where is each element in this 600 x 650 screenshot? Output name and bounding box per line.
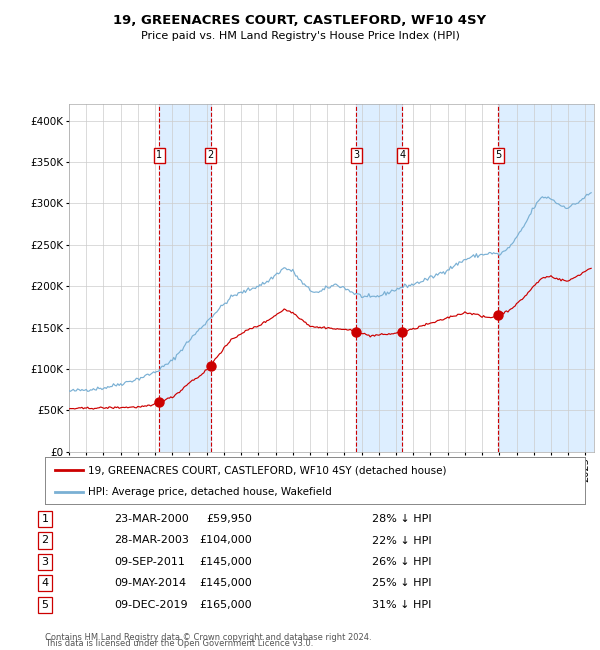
Text: £145,000: £145,000 [199, 557, 252, 567]
Text: 3: 3 [41, 557, 49, 567]
Text: 19, GREENACRES COURT, CASTLEFORD, WF10 4SY: 19, GREENACRES COURT, CASTLEFORD, WF10 4… [113, 14, 487, 27]
Text: £59,950: £59,950 [206, 514, 252, 524]
Text: £165,000: £165,000 [199, 600, 252, 610]
Text: £104,000: £104,000 [199, 536, 252, 545]
Text: 4: 4 [399, 150, 406, 161]
Text: 25% ↓ HPI: 25% ↓ HPI [372, 578, 431, 588]
Text: 5: 5 [41, 600, 49, 610]
Text: HPI: Average price, detached house, Wakefield: HPI: Average price, detached house, Wake… [88, 487, 332, 497]
Bar [356, 104, 402, 452]
Text: Contains HM Land Registry data © Crown copyright and database right 2024.: Contains HM Land Registry data © Crown c… [45, 632, 371, 642]
Text: 31% ↓ HPI: 31% ↓ HPI [372, 600, 431, 610]
Text: 1: 1 [156, 150, 162, 161]
Text: 26% ↓ HPI: 26% ↓ HPI [372, 557, 431, 567]
Text: 23-MAR-2000: 23-MAR-2000 [114, 514, 189, 524]
Text: 09-MAY-2014: 09-MAY-2014 [114, 578, 186, 588]
Bar [159, 104, 211, 452]
Text: 4: 4 [41, 578, 49, 588]
Text: 5: 5 [495, 150, 502, 161]
Text: 1: 1 [41, 514, 49, 524]
Text: 19, GREENACRES COURT, CASTLEFORD, WF10 4SY (detached house): 19, GREENACRES COURT, CASTLEFORD, WF10 4… [88, 465, 446, 475]
Text: This data is licensed under the Open Government Licence v3.0.: This data is licensed under the Open Gov… [45, 639, 313, 648]
Text: £145,000: £145,000 [199, 578, 252, 588]
Text: 22% ↓ HPI: 22% ↓ HPI [372, 536, 431, 545]
Text: 2: 2 [208, 150, 214, 161]
Text: 28% ↓ HPI: 28% ↓ HPI [372, 514, 431, 524]
Text: Price paid vs. HM Land Registry's House Price Index (HPI): Price paid vs. HM Land Registry's House … [140, 31, 460, 41]
Bar [498, 104, 594, 452]
Text: 2: 2 [41, 536, 49, 545]
Text: 3: 3 [353, 150, 359, 161]
Text: 09-SEP-2011: 09-SEP-2011 [114, 557, 185, 567]
Text: 09-DEC-2019: 09-DEC-2019 [114, 600, 188, 610]
Text: 28-MAR-2003: 28-MAR-2003 [114, 536, 189, 545]
